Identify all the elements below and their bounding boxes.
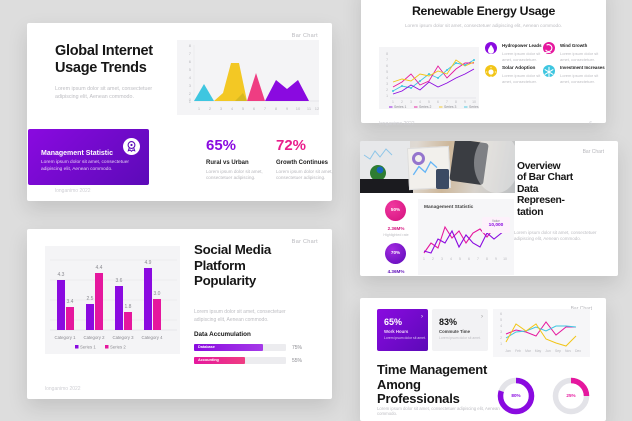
svg-text:Series 3: Series 3: [444, 105, 457, 109]
svg-text:5: 5: [386, 70, 388, 74]
svg-text:2: 2: [432, 257, 434, 261]
svg-text:1: 1: [198, 106, 201, 111]
svg-text:1.8: 1.8: [125, 304, 132, 310]
svg-text:6: 6: [468, 257, 470, 261]
svg-text:5: 5: [500, 318, 502, 322]
svg-text:4: 4: [231, 106, 234, 111]
svg-text:9: 9: [495, 257, 497, 261]
svg-text:3: 3: [189, 83, 192, 88]
svg-text:5: 5: [189, 67, 192, 72]
svg-text:10: 10: [472, 100, 476, 104]
svg-text:Mar: Mar: [525, 349, 532, 353]
svg-text:4: 4: [419, 100, 421, 104]
svg-text:1: 1: [500, 342, 502, 346]
svg-text:Sep: Sep: [555, 349, 561, 353]
svg-text:2: 2: [500, 336, 502, 340]
svg-text:Category 4: Category 4: [141, 335, 163, 340]
svg-text:2: 2: [386, 88, 388, 92]
svg-text:1: 1: [392, 100, 394, 104]
svg-text:4: 4: [500, 324, 502, 328]
svg-text:6: 6: [189, 59, 192, 64]
svg-text:4: 4: [386, 76, 388, 80]
svg-text:Category 2: Category 2: [83, 335, 105, 340]
svg-text:7: 7: [477, 257, 479, 261]
svg-text:8: 8: [455, 100, 457, 104]
svg-text:7: 7: [264, 106, 267, 111]
svg-text:2: 2: [401, 100, 403, 104]
svg-text:3.4: 3.4: [67, 299, 74, 305]
svg-text:11: 11: [307, 106, 312, 111]
svg-text:3: 3: [441, 257, 443, 261]
svg-text:Nov: Nov: [565, 349, 571, 353]
svg-text:5: 5: [242, 106, 245, 111]
svg-text:4: 4: [189, 75, 192, 80]
svg-text:3.0: 3.0: [154, 291, 161, 297]
svg-text:2: 2: [209, 106, 212, 111]
svg-text:4.9: 4.9: [145, 260, 152, 266]
svg-text:10: 10: [296, 106, 301, 111]
svg-text:10: 10: [503, 257, 507, 261]
svg-text:8: 8: [386, 52, 388, 56]
svg-text:2: 2: [189, 91, 192, 96]
svg-text:Dec: Dec: [575, 349, 581, 353]
svg-text:Series 2: Series 2: [419, 105, 432, 109]
svg-text:6: 6: [386, 64, 388, 68]
svg-text:4.3: 4.3: [58, 272, 65, 278]
svg-text:3: 3: [220, 106, 223, 111]
svg-text:12: 12: [315, 106, 319, 111]
svg-text:1: 1: [386, 94, 388, 98]
svg-text:7: 7: [386, 58, 388, 62]
svg-text:Category 3: Category 3: [112, 335, 134, 340]
svg-text:8: 8: [275, 106, 278, 111]
svg-text:7: 7: [446, 100, 448, 104]
svg-text:5: 5: [459, 257, 461, 261]
svg-text:6: 6: [253, 106, 256, 111]
svg-text:8: 8: [189, 43, 192, 48]
svg-text:Jun: Jun: [545, 349, 551, 353]
svg-text:0: 0: [189, 97, 192, 102]
svg-text:Series 4: Series 4: [469, 105, 479, 109]
svg-text:6: 6: [437, 100, 439, 104]
svg-text:May: May: [535, 349, 542, 353]
svg-text:6: 6: [500, 312, 502, 316]
svg-text:Series 1: Series 1: [394, 105, 407, 109]
svg-text:Jan: Jan: [505, 349, 511, 353]
svg-text:Feb: Feb: [515, 349, 521, 353]
svg-text:3: 3: [386, 82, 388, 86]
svg-text:4: 4: [450, 257, 452, 261]
svg-text:Category 1: Category 1: [54, 335, 76, 340]
svg-text:3: 3: [500, 330, 502, 334]
svg-text:1: 1: [423, 257, 425, 261]
svg-text:3.6: 3.6: [116, 278, 123, 284]
svg-text:9: 9: [286, 106, 289, 111]
svg-text:8: 8: [486, 257, 488, 261]
svg-text:3: 3: [410, 100, 412, 104]
svg-text:5: 5: [428, 100, 430, 104]
svg-text:2.5: 2.5: [87, 296, 94, 302]
svg-text:Series 2: Series 2: [110, 344, 126, 349]
svg-text:9: 9: [464, 100, 466, 104]
svg-text:Series 1: Series 1: [80, 344, 96, 349]
svg-text:4.4: 4.4: [96, 265, 103, 271]
svg-text:7: 7: [189, 51, 192, 56]
